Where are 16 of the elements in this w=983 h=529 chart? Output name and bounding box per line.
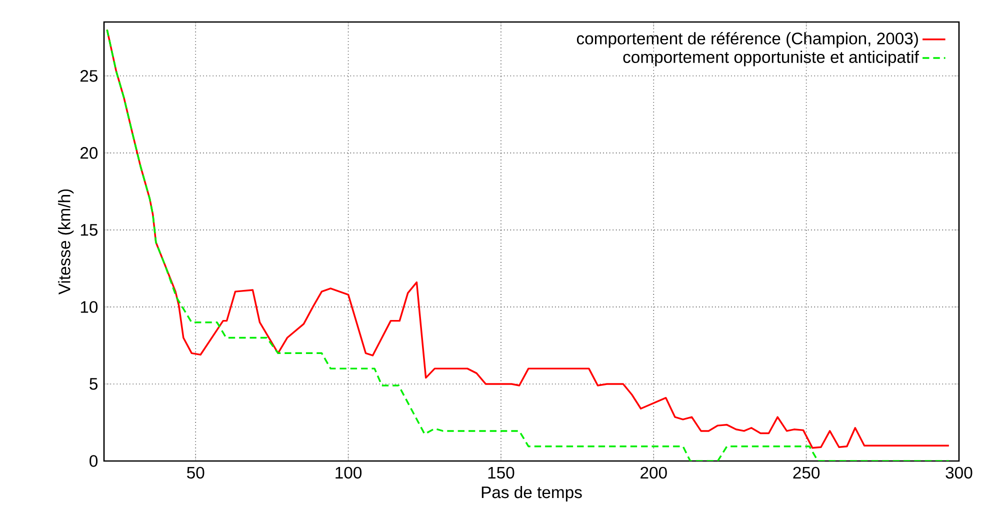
- y-tick-label: 15: [80, 224, 98, 236]
- x-axis-title: Pas de temps: [482, 486, 582, 502]
- x-tick-label: 50: [187, 466, 204, 479]
- legend-label: comportement opportuniste et anticipatif: [623, 50, 919, 66]
- x-tick-label: 200: [640, 466, 667, 479]
- x-tick-label: 250: [793, 466, 820, 479]
- y-tick-label: 20: [80, 147, 98, 159]
- x-tick-label: 100: [336, 466, 362, 479]
- y-tick-label: 10: [80, 301, 98, 313]
- y-axis-title: Vitesse (km/h): [58, 189, 74, 295]
- x-tick-label: 300: [946, 466, 972, 479]
- y-tick-label: 0: [90, 455, 98, 467]
- legend-label: comportement de référence (Champion, 2003): [576, 32, 918, 48]
- x-tick-label: 150: [488, 466, 514, 479]
- y-tick-label: 5: [90, 378, 98, 390]
- y-tick-label: 25: [80, 70, 98, 82]
